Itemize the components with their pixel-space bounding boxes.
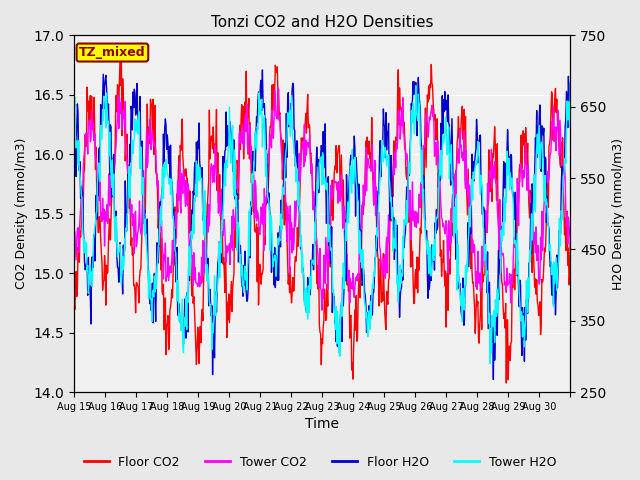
Floor H2O bbox=[220, 183, 227, 189]
Floor H2O bbox=[374, 197, 381, 203]
Tower CO2 bbox=[566, 245, 574, 251]
Title: Tonzi CO2 and H2O Densities: Tonzi CO2 and H2O Densities bbox=[211, 15, 433, 30]
Line: Tower CO2: Tower CO2 bbox=[74, 88, 570, 310]
Tower H2O bbox=[129, 137, 136, 143]
Floor CO2 bbox=[374, 251, 381, 256]
Tower CO2 bbox=[402, 156, 410, 162]
Floor H2O bbox=[490, 377, 497, 383]
Tower CO2 bbox=[244, 151, 252, 157]
Tower CO2 bbox=[220, 223, 227, 228]
Tower CO2 bbox=[70, 265, 78, 271]
X-axis label: Time: Time bbox=[305, 418, 339, 432]
Tower CO2 bbox=[263, 194, 271, 200]
Tower H2O bbox=[220, 197, 227, 203]
Floor CO2 bbox=[245, 96, 253, 101]
Line: Floor H2O: Floor H2O bbox=[74, 70, 570, 380]
Floor CO2 bbox=[401, 148, 409, 154]
Legend: Floor CO2, Tower CO2, Floor H2O, Tower H2O: Floor CO2, Tower CO2, Floor H2O, Tower H… bbox=[79, 451, 561, 474]
Y-axis label: H2O Density (mmol/m3): H2O Density (mmol/m3) bbox=[612, 138, 625, 290]
Floor H2O bbox=[259, 67, 266, 73]
Y-axis label: CO2 Density (mmol/m3): CO2 Density (mmol/m3) bbox=[15, 138, 28, 289]
Floor CO2 bbox=[70, 297, 78, 303]
Floor CO2 bbox=[264, 171, 271, 177]
Tower CO2 bbox=[274, 85, 282, 91]
Floor H2O bbox=[566, 80, 574, 85]
Tower CO2 bbox=[318, 307, 326, 313]
Floor H2O bbox=[70, 109, 78, 115]
Text: TZ_mixed: TZ_mixed bbox=[79, 46, 146, 59]
Tower CO2 bbox=[374, 219, 382, 225]
Line: Tower H2O: Tower H2O bbox=[74, 84, 570, 363]
Tower H2O bbox=[263, 175, 271, 180]
Tower H2O bbox=[566, 81, 574, 87]
Floor CO2 bbox=[220, 268, 228, 274]
Floor H2O bbox=[244, 285, 252, 291]
Floor CO2 bbox=[502, 380, 510, 386]
Line: Floor CO2: Floor CO2 bbox=[74, 58, 570, 383]
Floor H2O bbox=[264, 161, 271, 167]
Tower H2O bbox=[70, 111, 78, 117]
Floor H2O bbox=[129, 127, 136, 133]
Floor CO2 bbox=[116, 55, 124, 60]
Floor H2O bbox=[401, 229, 409, 235]
Tower H2O bbox=[373, 225, 381, 230]
Tower H2O bbox=[244, 254, 252, 260]
Tower H2O bbox=[486, 360, 494, 366]
Floor CO2 bbox=[566, 240, 574, 246]
Tower CO2 bbox=[129, 223, 136, 228]
Floor CO2 bbox=[129, 245, 137, 251]
Tower H2O bbox=[401, 222, 408, 228]
